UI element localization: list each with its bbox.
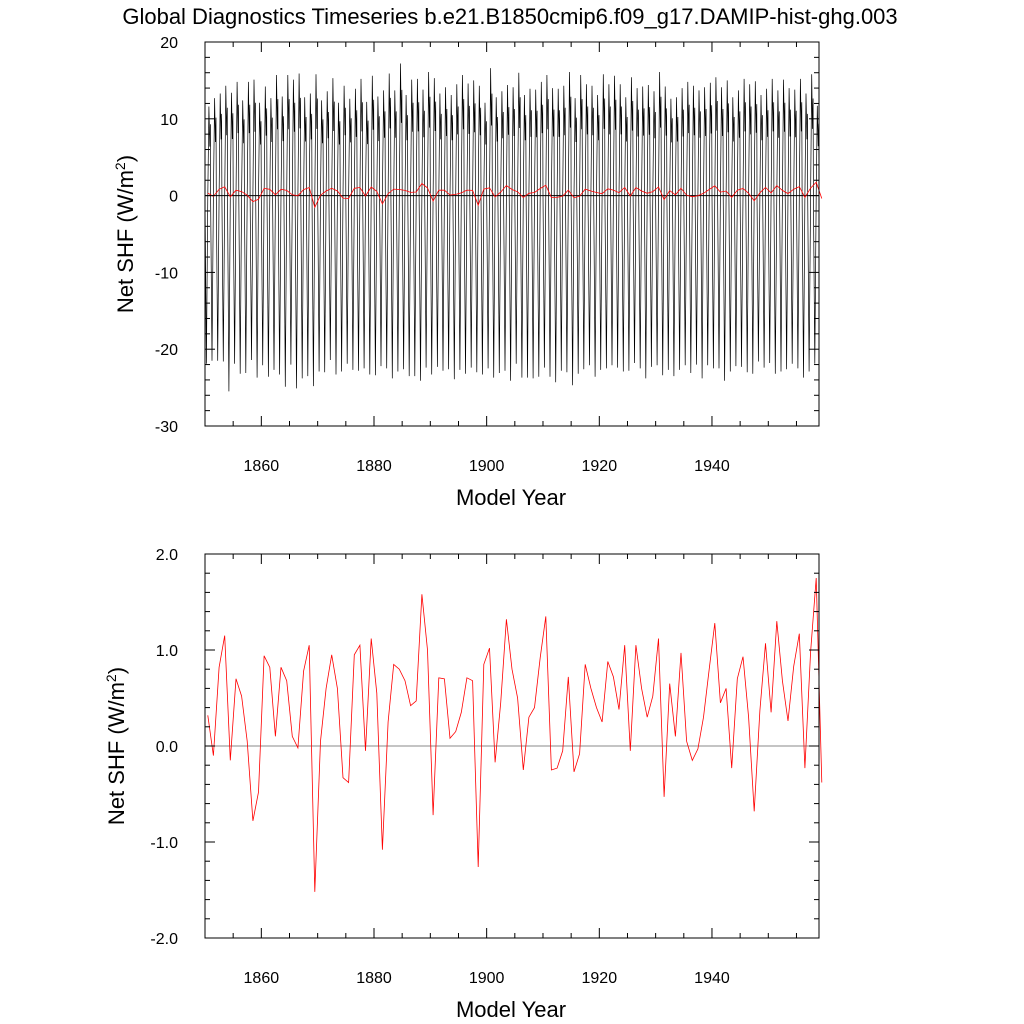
top-y-tick-label: 20 [160, 35, 178, 52]
bottom-x-axis-title: Model Year [456, 997, 566, 1022]
top-plot-area [204, 63, 823, 392]
top-monthly-series-line [204, 63, 820, 392]
bottom-x-tick-label: 1880 [356, 970, 392, 987]
top-x-tick-label: 1860 [244, 458, 280, 475]
top-x-axis-title: Model Year [456, 485, 566, 510]
bottom-y-tick-label: 1.0 [156, 643, 178, 660]
top-panel: Model Year Net SHF (W/m2) -30 -20 -10 0 10 20… [112, 35, 823, 510]
top-y-axis-title: Net SHF (W/m2) [112, 155, 138, 313]
bottom-x-tick-label: 1860 [244, 970, 280, 987]
top-y-tick-label: 0 [169, 189, 178, 206]
bottom-annual-mean-line [207, 577, 823, 892]
bottom-x-tick-label: 1920 [582, 970, 618, 987]
top-x-tick-label: 1940 [694, 458, 730, 475]
bottom-y-tick-label: -2.0 [150, 931, 178, 948]
bottom-x-tick-label: 1900 [469, 970, 505, 987]
bottom-y-axis-title-sup: 2 [103, 674, 119, 682]
top-y-axis-title-close: ) [113, 155, 138, 162]
chart-title: Global Diagnostics Timeseries b.e21.B185… [122, 4, 897, 29]
top-annual-mean-line [207, 181, 823, 209]
top-y-tick-label: 10 [160, 112, 178, 129]
top-y-axis-title-main: Net SHF (W/m [113, 170, 138, 313]
top-y-tick-label: -20 [155, 342, 178, 359]
bottom-y-tick-label: -1.0 [150, 835, 178, 852]
top-y-axis-title-sup: 2 [112, 162, 128, 170]
bottom-y-tick-label: 0.0 [156, 739, 178, 756]
top-x-tick-label: 1880 [356, 458, 392, 475]
bottom-plot-area [205, 577, 823, 892]
bottom-y-tick-label: 2.0 [156, 547, 178, 564]
bottom-y-axis-title-main: Net SHF (W/m [104, 682, 129, 825]
bottom-y-axis-title: Net SHF (W/m2) [103, 667, 129, 825]
bottom-x-tick-label: 1940 [694, 970, 730, 987]
bottom-panel: Model Year Net SHF (W/m2) -2.0 -1.0 0.0 1.0… [103, 547, 823, 1022]
top-plot-frame [204, 41, 820, 427]
top-y-tick-label: -30 [155, 419, 178, 436]
top-x-tick-label: 1920 [582, 458, 618, 475]
top-y-tick-label: -10 [155, 265, 178, 282]
bottom-y-axis-title-close: ) [104, 667, 129, 674]
top-x-tick-label: 1900 [469, 458, 505, 475]
